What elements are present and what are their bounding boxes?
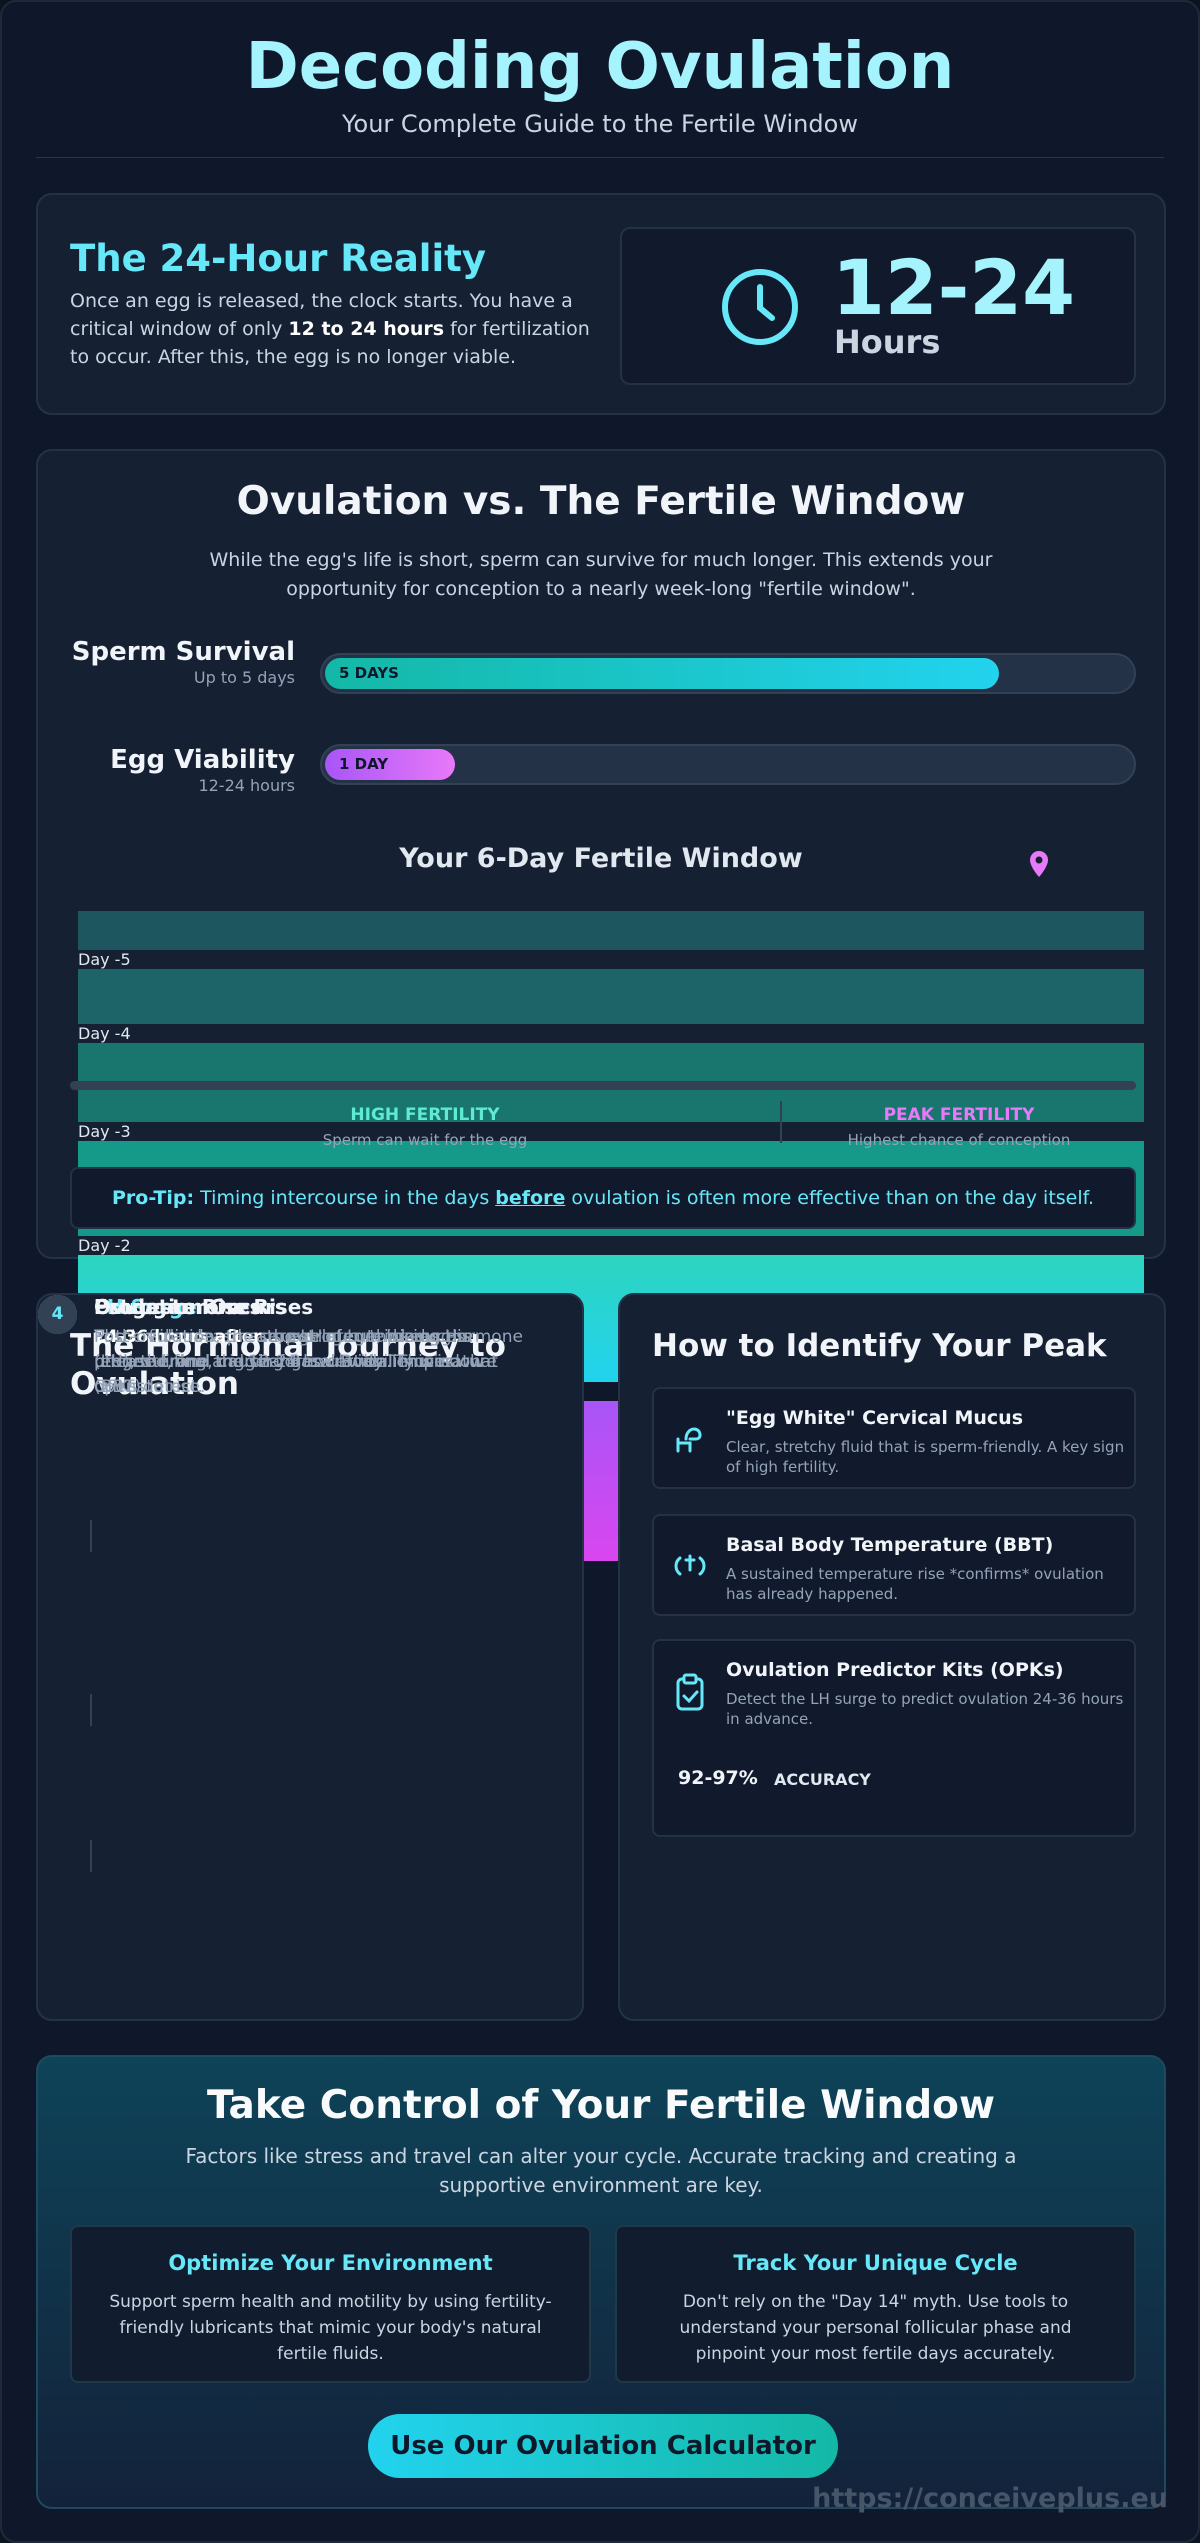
lifespan-row: Egg Viability 12-24 hours 1 DAY [70, 744, 1136, 814]
divider [36, 157, 1164, 158]
day-bar [78, 911, 1144, 950]
text: In the follicular phase, estrogen thicke… [94, 1327, 474, 1372]
clock-icon [722, 269, 798, 345]
title: Decoding Ovulation [245, 30, 955, 104]
zone-text: Highest chance of conception [847, 1131, 1071, 1149]
bar-fill: 5 DAYS [325, 658, 999, 689]
card-title: The 24-Hour Reality [70, 237, 486, 280]
highlight: 12 to 24 hours [288, 318, 445, 340]
card-title: Take Control of Your Fertile Window [206, 2083, 996, 2128]
intro: While the egg's life is short, sperm can… [209, 549, 993, 600]
zone-title: HIGH FERTILITY [350, 1105, 500, 1125]
sign-item: Ovulation Predictor Kits (OPKs) Detect t… [652, 1639, 1136, 1837]
stat-unit: Hours [834, 323, 941, 361]
sign-item: Basal Body Temperature (BBT) A sustained… [652, 1514, 1136, 1616]
tip-title: Track Your Unique Cycle [733, 2251, 1018, 2275]
window-card: Ovulation vs. The Fertile Window While t… [36, 449, 1166, 1580]
chart-title: Your 6-Day Fertile Window [399, 843, 803, 874]
lifespan-label: Sperm Survival [71, 637, 295, 667]
tip-label: Pro-Tip: [111, 1187, 195, 1209]
sign-text: A sustained temperature rise *confirms* … [726, 1565, 1104, 1603]
sign-title: "Egg White" Cervical Mucus [726, 1407, 1024, 1429]
accuracy-value: 92-97% [678, 1767, 758, 1789]
subtitle: Your Complete Guide to the Fertile Windo… [342, 110, 858, 138]
step-title: Ovulation Occurs [94, 1295, 287, 1319]
track: 1 DAY [320, 744, 1136, 785]
lifespan-sub: 12-24 hours [198, 776, 295, 795]
pro-tip: Pro-Tip: Timing intercourse in the days … [70, 1167, 1136, 1229]
text: Post-ovulation, the corpus luteum produc… [94, 1327, 497, 1397]
cta-text: Factors like stress and travel can alter… [185, 2144, 1017, 2197]
text: The brain releases a surge of Luteinizin… [94, 1327, 523, 1397]
lifespan-sub: Up to 5 days [193, 668, 295, 687]
step-title: Progesterone Rises [94, 1295, 314, 1319]
lifespan-label: Egg Viability [110, 745, 295, 775]
stat-value: 12-24 [832, 243, 1076, 332]
sign-text: Detect the LH surge to predict ovulation… [726, 1690, 1124, 1728]
zone: HIGH FERTILITY Sperm can wait for the egg [70, 1105, 780, 1149]
accuracy-label: ACCURACY [774, 1770, 871, 1789]
cta-card: Take Control of Your Fertile Window Fact… [36, 2055, 1166, 2509]
card-title: Ovulation vs. The Fertile Window [236, 479, 966, 524]
baseline [70, 1081, 1136, 1090]
day-label: Day -2 [78, 1236, 131, 1255]
step-title: Estrogen Rises [94, 1295, 262, 1319]
day-label: Day -3 [78, 1122, 131, 1141]
zone-title: PEAK FERTILITY [883, 1105, 1035, 1125]
icon [676, 1673, 704, 1711]
tip-text: Support sperm health and motility by usi… [109, 2292, 552, 2364]
icon [676, 1427, 702, 1453]
lifespan-row: Sperm Survival Up to 5 days 5 DAYS [70, 636, 1136, 706]
icon [674, 1554, 706, 1576]
reality-card: The 24-Hour Reality Once an egg is relea… [36, 193, 1166, 415]
connector [90, 1694, 92, 1726]
step-text: 24-36 hours after the LH surge, the egg … [94, 1325, 524, 1400]
sign-item: "Egg White" Cervical Mucus Clear, stretc… [652, 1387, 1136, 1489]
text: 24-36 hours after [94, 1327, 262, 1347]
label: Egg Viability 12-24 hours [70, 744, 295, 795]
step-title: LH Surge [94, 1295, 197, 1319]
step-text: In the follicular phase, estrogen thicke… [94, 1325, 524, 1375]
text: the LH surge, the egg is released, and t… [94, 1327, 485, 1397]
tip-card: Optimize Your Environment Support sperm h… [70, 2225, 591, 2383]
calculator-button[interactable]: Use Our Ovulation Calculator [368, 2414, 838, 2478]
day-label: Day -5 [78, 950, 131, 969]
zone: PEAK FERTILITY Highest chance of concepti… [782, 1105, 1136, 1149]
zone-text: Sperm can wait for the egg [322, 1131, 528, 1149]
text: for fertilization to occur. After this, … [70, 318, 590, 368]
tip-text: Timing intercourse in the days [200, 1187, 496, 1209]
sign-title: Ovulation Predictor Kits (OPKs) [726, 1659, 1064, 1681]
tip-card: Track Your Unique Cycle Don't rely on the… [615, 2225, 1136, 2383]
step-text: The brain releases a surge of Luteinizin… [94, 1325, 524, 1400]
label: Sperm Survival Up to 5 days [70, 636, 295, 687]
connector [90, 1520, 92, 1552]
sign-title: Basal Body Temperature (BBT) [726, 1534, 1054, 1556]
tip-text: Don't rely on the "Day 14" myth. Use too… [679, 2292, 1072, 2364]
hormones-card: The Hormonal Journey to Ovulation 1Estro… [36, 1293, 584, 2021]
card-title: The Hormonal Journey to Ovulation [70, 1328, 506, 1402]
zone-divider [780, 1101, 782, 1143]
card-title: How to Identify Your Peak [652, 1328, 1107, 1364]
day-label: Day -4 [78, 1024, 131, 1043]
watermark: https://conceiveplus.eu [812, 2483, 1168, 2514]
pin-icon [1030, 851, 1048, 877]
stat-box: 12-24 Hours [620, 227, 1136, 385]
text: Once an egg is released, the clock start… [70, 290, 573, 340]
track: 5 DAYS [320, 653, 1136, 694]
day-bar [78, 969, 1144, 1024]
connector [90, 1840, 92, 1872]
step-number: 4 [38, 1295, 77, 1334]
tip-text: ovulation is often more effective than o… [565, 1187, 1094, 1209]
header: Decoding Ovulation Your Complete Guide t… [2, 2, 1198, 193]
tip-emphasis: before [495, 1187, 566, 1209]
signs-card: How to Identify Your Peak "Egg White" Ce… [618, 1293, 1166, 2021]
step-text: Post-ovulation, the corpus luteum produc… [94, 1325, 524, 1400]
tip-title: Optimize Your Environment [168, 2251, 493, 2275]
sign-text: Clear, stretchy fluid that is sperm-frie… [726, 1438, 1125, 1476]
bar-fill: 1 DAY [325, 749, 455, 780]
card-text: Once an egg is released, the clock start… [70, 287, 600, 371]
